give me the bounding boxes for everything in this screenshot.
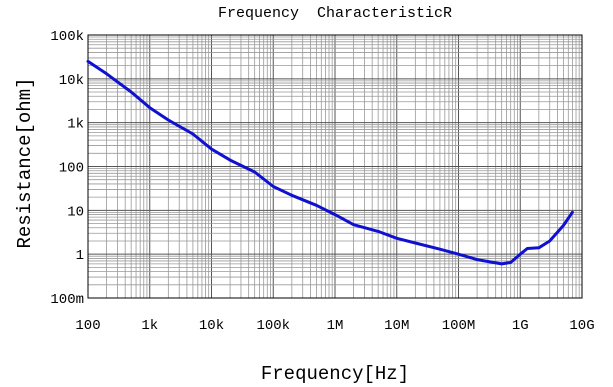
- y-axis-label: Resistance[ohm]: [14, 77, 36, 248]
- chart-title: Frequency CharacteristicR: [218, 5, 452, 22]
- x-tick-label: 10G: [569, 318, 594, 334]
- y-tick-label: 100k: [50, 29, 84, 45]
- resistance-curve: [86, 59, 574, 266]
- y-axis-ticks: 100m 1 10 100 1k 10k 100k: [50, 29, 84, 308]
- x-axis-ticks: 100 1k 10k 100k 1M 10M 100M 1G 10G: [75, 318, 594, 334]
- x-tick-label: 100M: [442, 318, 476, 334]
- grid: [87, 34, 583, 299]
- y-tick-label: 10k: [59, 73, 84, 89]
- y-tick-label: 1k: [67, 117, 84, 133]
- plot-area-frame: [87, 34, 583, 299]
- x-tick-label: 1k: [141, 318, 158, 334]
- x-tick-label: 100: [75, 318, 100, 334]
- x-tick-label: 100k: [256, 318, 290, 334]
- x-tick-label: 1M: [327, 318, 344, 334]
- x-tick-label: 1G: [512, 318, 529, 334]
- y-tick-label: 10: [67, 204, 84, 220]
- x-tick-label: 10k: [199, 318, 224, 334]
- y-tick-label: 100m: [50, 292, 84, 308]
- x-axis-label: Frequency[Hz]: [261, 363, 409, 385]
- y-tick-label: 1: [76, 248, 84, 264]
- y-tick-label: 100: [59, 161, 84, 177]
- x-tick-label: 10M: [384, 318, 409, 334]
